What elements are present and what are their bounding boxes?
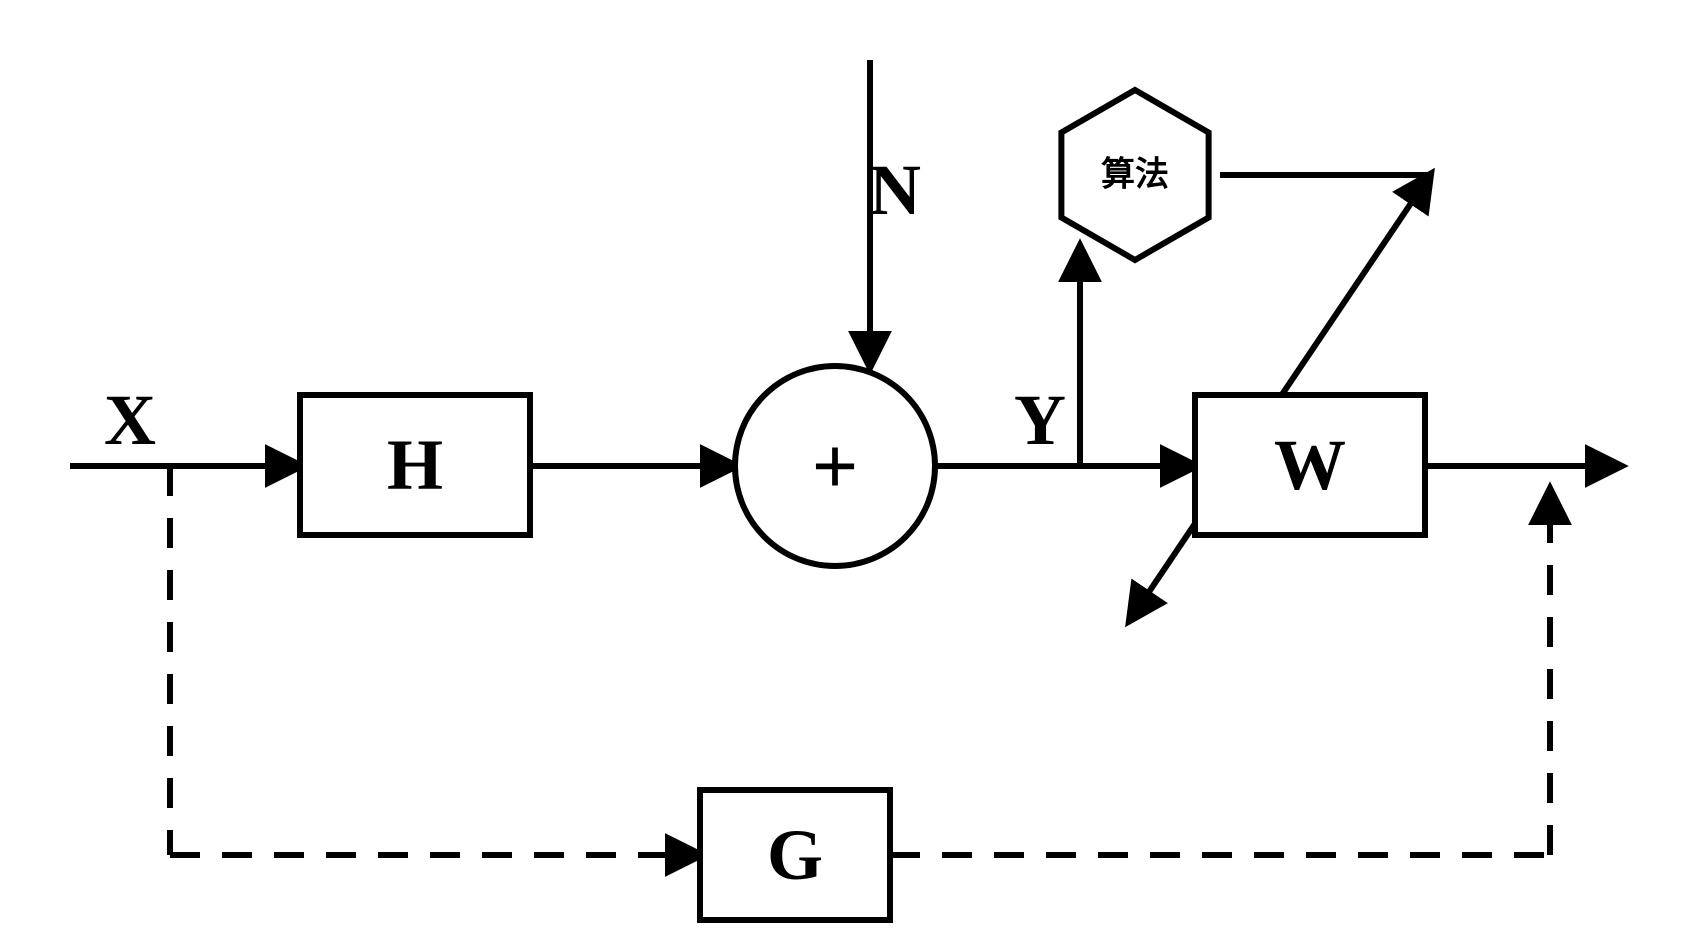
label-H: H <box>387 425 443 505</box>
label-hex: 算法 <box>1101 156 1169 194</box>
signal-label-Y: Y <box>1014 380 1066 460</box>
signal-label-N: N <box>869 150 921 230</box>
label-G: G <box>767 815 823 895</box>
label-sum: + <box>812 421 859 512</box>
label-W: W <box>1274 425 1346 505</box>
signal-label-X: X <box>104 380 156 460</box>
